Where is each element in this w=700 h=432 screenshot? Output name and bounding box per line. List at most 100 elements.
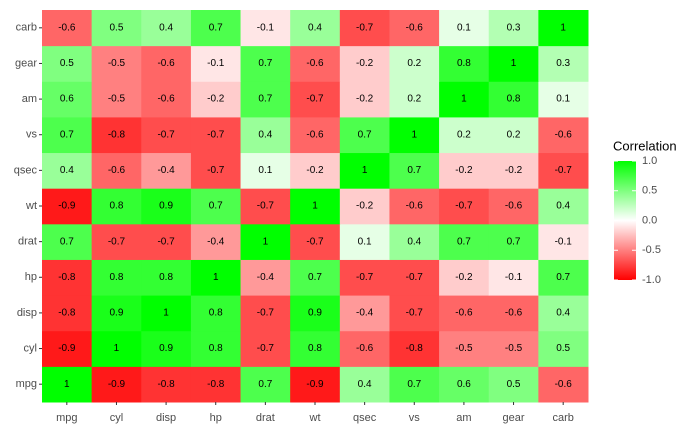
cell-label: -0.6: [108, 165, 126, 176]
legend-title: Correlation: [613, 138, 677, 153]
cell-label: -0.6: [306, 129, 324, 140]
cell-label: -0.6: [406, 22, 424, 33]
cell-label: 0.1: [556, 94, 570, 105]
cell-label: -0.6: [505, 308, 523, 319]
cell: [141, 116, 192, 154]
cell-label: -0.7: [455, 201, 473, 212]
cell: [91, 330, 142, 367]
cell: [290, 81, 341, 118]
cell-label: -0.6: [157, 58, 175, 69]
cell-label: 0.6: [60, 94, 74, 105]
cell: [240, 188, 291, 225]
cell: [141, 10, 192, 47]
cell-label: -0.1: [505, 272, 523, 283]
y-tick-label: gear: [15, 57, 37, 69]
cell: [190, 366, 242, 403]
cell-label: -0.7: [406, 272, 424, 283]
cell-label: 0.4: [407, 236, 421, 247]
cell: [439, 81, 490, 118]
cell-label: -0.4: [207, 236, 225, 247]
cell-label: -0.7: [257, 308, 275, 319]
cell: [488, 45, 539, 82]
y-tick-label: qsec: [14, 164, 38, 176]
cell: [439, 152, 490, 189]
cell-label: -0.7: [257, 201, 275, 212]
cell: [42, 223, 93, 260]
cell-label: 1: [362, 165, 368, 176]
x-tick-label: mpg: [56, 412, 77, 424]
cell: [439, 116, 490, 154]
cell-label: 1: [163, 308, 169, 319]
x-tick-label: wt: [309, 412, 321, 424]
cell: [141, 330, 192, 367]
cell-label: 0.7: [60, 129, 74, 140]
cell: [190, 223, 242, 260]
cell: [141, 188, 192, 225]
cell: [389, 223, 440, 260]
cell-label: -0.6: [356, 343, 374, 354]
cell: [389, 10, 440, 47]
x-tick-label: qsec: [353, 412, 377, 424]
cell: [538, 152, 589, 189]
cell-label: -0.6: [555, 379, 573, 390]
cell: [42, 295, 93, 332]
cell: [240, 10, 291, 47]
cell-label: -0.8: [58, 308, 76, 319]
cell-label: -0.2: [356, 94, 374, 105]
cell-label: 0.4: [358, 379, 372, 390]
cell: [141, 295, 192, 332]
cell-label: 0.6: [457, 379, 471, 390]
cell-label: 0.8: [110, 201, 124, 212]
cell-label: -0.7: [108, 236, 126, 247]
cell-label: -0.7: [257, 343, 275, 354]
cell: [42, 330, 93, 367]
cell-label: 0.2: [457, 129, 471, 140]
cell: [439, 295, 490, 332]
cell: [339, 152, 390, 189]
cell-label: -0.2: [455, 272, 473, 283]
cell-label: -0.9: [58, 343, 76, 354]
cell: [190, 81, 242, 118]
cell: [190, 10, 242, 47]
cell: [240, 152, 291, 189]
cell-label: 0.1: [358, 236, 372, 247]
cell-label: 0.3: [556, 58, 570, 69]
cell: [91, 223, 142, 260]
cell: [91, 116, 142, 154]
y-tick-label: mpg: [16, 378, 37, 390]
cell-label: -0.6: [157, 94, 175, 105]
cell: [339, 330, 390, 367]
cell: [389, 259, 440, 296]
cell: [339, 81, 390, 118]
cell-label: 0.7: [457, 236, 471, 247]
cell: [488, 81, 539, 118]
cell: [42, 116, 93, 154]
cell: [439, 10, 490, 47]
cell-label: 0.4: [159, 22, 173, 33]
cell: [240, 116, 291, 154]
cell-label: -0.6: [455, 308, 473, 319]
cell-label: 0.7: [556, 272, 570, 283]
cell-label: 0.7: [308, 272, 322, 283]
cell-label: 0.9: [308, 308, 322, 319]
x-tick-label: hp: [210, 412, 222, 424]
cell: [91, 259, 142, 296]
cell-label: 0.4: [556, 308, 570, 319]
cell-label: -0.6: [306, 58, 324, 69]
cell: [389, 81, 440, 118]
cell: [290, 10, 341, 47]
cell-label: 0.5: [556, 343, 570, 354]
cell: [339, 188, 390, 225]
cell: [389, 45, 440, 82]
cell-label: -0.2: [356, 201, 374, 212]
cell-label: 0.7: [258, 58, 272, 69]
cell: [488, 116, 539, 154]
cell: [389, 116, 440, 154]
cell: [290, 223, 341, 260]
cell-label: 0.4: [556, 201, 570, 212]
cell: [240, 223, 291, 260]
cell: [141, 152, 192, 189]
cell: [91, 366, 142, 403]
cell-label: 0.2: [507, 129, 521, 140]
